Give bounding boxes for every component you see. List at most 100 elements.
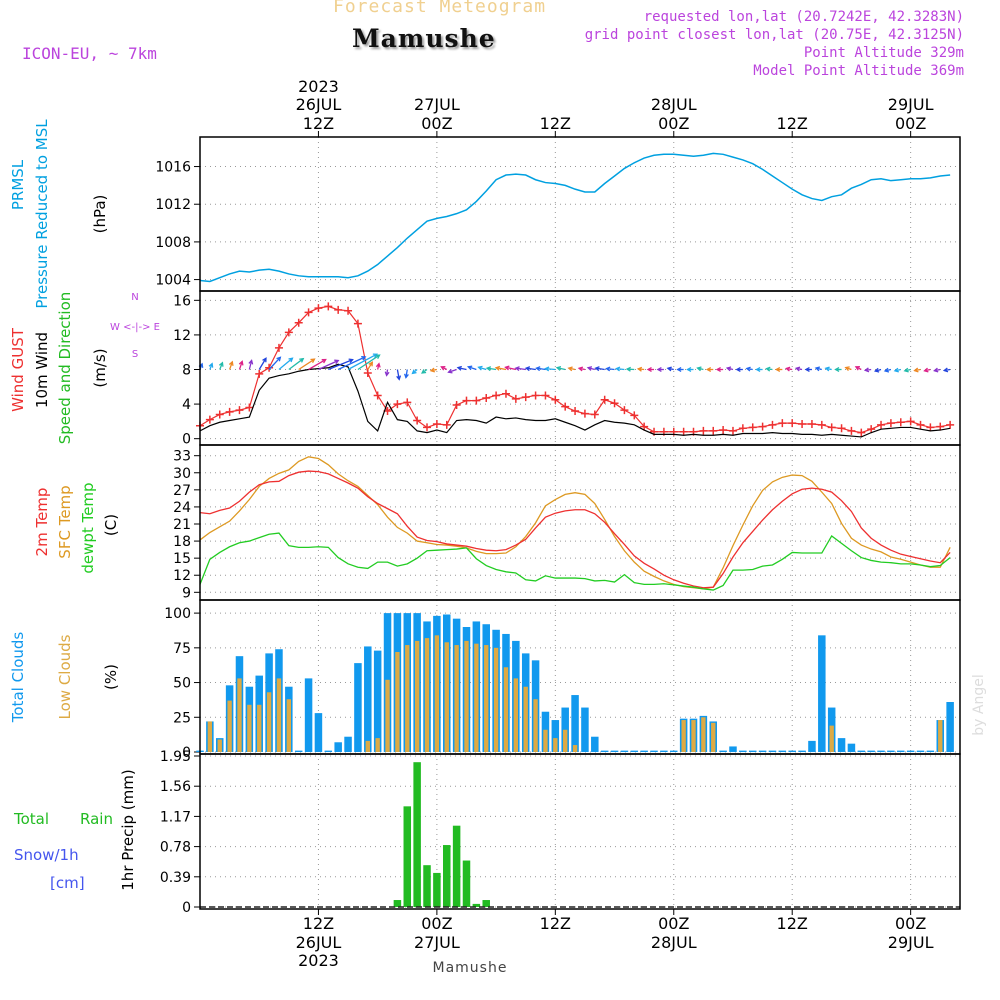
arrow-shaft bbox=[278, 357, 293, 370]
low-cloud-bar bbox=[266, 692, 272, 752]
low-cloud-bar bbox=[938, 720, 943, 752]
low-cloud-bar bbox=[533, 699, 538, 752]
wind-direction-arrow bbox=[646, 367, 655, 372]
total-cloud-bar bbox=[897, 750, 905, 752]
total-cloud-bar bbox=[354, 663, 362, 752]
x-date-label-top: 28JUL bbox=[651, 95, 697, 114]
y-tick-label: 0 bbox=[182, 900, 191, 916]
arrow-shaft bbox=[288, 358, 304, 371]
gust-marker bbox=[265, 363, 274, 372]
x-date-label-bottom: 28JUL bbox=[651, 933, 697, 952]
x-year-label-top: 2023 bbox=[298, 77, 339, 96]
gust-marker bbox=[590, 410, 599, 419]
x-date-label-top: 27JUL bbox=[414, 95, 460, 114]
x-tick-label-bottom: 00Z bbox=[658, 914, 689, 933]
wind-direction-arrow bbox=[318, 359, 340, 371]
gust-marker bbox=[738, 424, 747, 433]
arrow-head bbox=[466, 365, 473, 371]
gust-marker bbox=[531, 391, 540, 400]
gust-marker bbox=[205, 415, 214, 424]
pressure-label: Pressure Reduced to MSL bbox=[33, 119, 51, 309]
arrow-shaft bbox=[536, 367, 546, 371]
total-cloud-bar bbox=[581, 707, 589, 752]
arrow-head bbox=[735, 367, 741, 372]
low-cloud-bar bbox=[217, 739, 222, 752]
arrow-head bbox=[372, 353, 379, 358]
wind-direction-arrow bbox=[745, 366, 753, 372]
wind-direction-arrow bbox=[594, 366, 605, 372]
gust-marker bbox=[807, 419, 816, 428]
y-tick-label: 30 bbox=[173, 466, 191, 482]
x-tick-label-top: 00Z bbox=[421, 114, 452, 133]
wind-direction-arrow bbox=[705, 367, 714, 372]
arrow-head bbox=[804, 367, 810, 372]
arrow-head bbox=[440, 366, 446, 371]
y-tick-label: 0.78 bbox=[160, 840, 191, 856]
gust-marker bbox=[452, 400, 461, 409]
arrow-head bbox=[594, 366, 600, 372]
x-tick-label-top: 12Z bbox=[777, 114, 808, 133]
gust-marker bbox=[353, 319, 362, 328]
arrow-head bbox=[276, 356, 282, 362]
wind-direction-arrow bbox=[765, 366, 773, 372]
gust-marker bbox=[906, 417, 915, 426]
wind-direction-arrow bbox=[614, 366, 625, 372]
gust-marker bbox=[511, 394, 520, 403]
arrow-head bbox=[334, 359, 340, 365]
wind-direction-arrow bbox=[636, 366, 645, 372]
total-cloud-bar bbox=[591, 736, 599, 752]
arrow-head bbox=[605, 366, 611, 372]
low-cloud-bar bbox=[701, 717, 706, 752]
wind-direction-arrow bbox=[278, 357, 294, 370]
y-tick-label: 50 bbox=[173, 676, 191, 692]
arrow-head bbox=[248, 359, 254, 365]
wind-direction-arrow bbox=[248, 359, 254, 370]
total-cloud-bar bbox=[906, 750, 915, 752]
x-date-label-bottom: 26JUL bbox=[296, 933, 342, 952]
low-cloud-bar bbox=[829, 725, 834, 752]
gust-marker bbox=[363, 368, 372, 377]
wind-direction-arrow bbox=[942, 367, 951, 373]
y-tick-label: 0.39 bbox=[160, 870, 191, 886]
gust-marker bbox=[630, 411, 639, 420]
wind-direction-arrow bbox=[873, 367, 882, 373]
wind-direction-arrow bbox=[577, 366, 586, 372]
arrow-shaft bbox=[487, 367, 497, 371]
wind-direction-arrow bbox=[403, 369, 409, 379]
arrow-head bbox=[403, 373, 409, 379]
x-tick-label-bottom: 12Z bbox=[540, 914, 571, 933]
pressure-line bbox=[199, 152, 951, 283]
rain-bar bbox=[472, 903, 481, 907]
rain-bar bbox=[433, 872, 441, 907]
arrow-head bbox=[421, 369, 427, 374]
y-tick-label: 1.95 bbox=[160, 749, 191, 765]
low-cloud-bar bbox=[444, 642, 449, 752]
arrow-head bbox=[429, 367, 436, 373]
gust-marker bbox=[334, 305, 343, 314]
gust-marker bbox=[482, 394, 491, 403]
total-cloud-bar bbox=[324, 750, 333, 752]
sfc-temp-label: SFC Temp bbox=[56, 485, 74, 558]
low-cloud-bar bbox=[523, 686, 528, 752]
total-cloud-bar bbox=[660, 750, 668, 752]
low-cloud-bar bbox=[207, 721, 213, 752]
wind-direction-arrow bbox=[804, 367, 812, 372]
credit-watermark: by Angel bbox=[971, 674, 987, 735]
wind-direction-arrow bbox=[784, 366, 793, 372]
low-cloud-bar bbox=[414, 640, 420, 752]
wind-direction-arrow bbox=[218, 361, 224, 370]
y-tick-label: 75 bbox=[173, 641, 191, 657]
gust-marker bbox=[225, 407, 234, 416]
wind-label: 10m Wind bbox=[33, 332, 51, 408]
wind-direction-arrow bbox=[893, 367, 901, 373]
wind-direction-arrow bbox=[456, 365, 467, 371]
rain-bar bbox=[443, 845, 451, 907]
low-cloud-bar bbox=[691, 720, 696, 752]
wind-direction-arrow bbox=[298, 358, 316, 371]
x-date-label-bottom: 27JUL bbox=[414, 933, 460, 952]
arrow-head bbox=[218, 361, 224, 367]
low-cloud-bar bbox=[484, 645, 489, 752]
total-cloud-bar bbox=[600, 750, 609, 752]
gust-marker bbox=[719, 426, 728, 435]
arrow-head bbox=[288, 357, 294, 363]
